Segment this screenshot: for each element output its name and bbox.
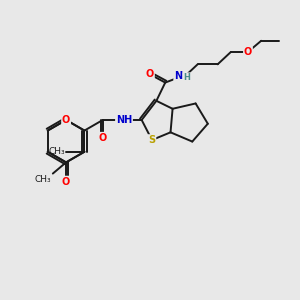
Text: NH: NH [116,115,132,125]
Text: CH₃: CH₃ [35,175,51,184]
Text: CH₃: CH₃ [48,147,65,156]
Text: O: O [146,69,154,79]
Text: O: O [99,133,107,142]
Text: H: H [183,73,190,82]
Text: S: S [148,135,155,145]
Text: O: O [62,176,70,187]
Text: O: O [244,47,252,57]
Text: O: O [62,115,70,125]
Text: N: N [174,70,182,80]
